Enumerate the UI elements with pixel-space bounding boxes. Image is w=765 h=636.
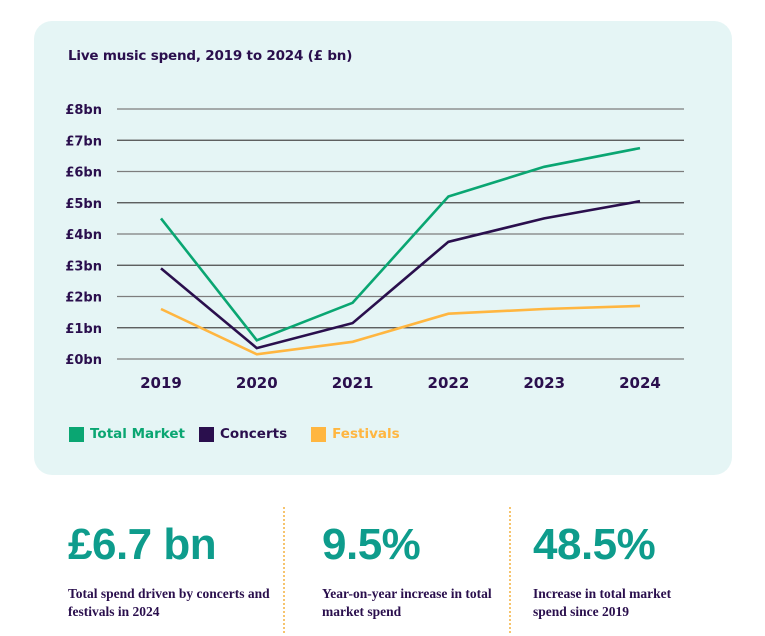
legend-swatch-festivals <box>311 426 327 442</box>
legend-label-total-market: Total Market <box>90 426 186 442</box>
y-tick-label: £2bn <box>65 291 102 306</box>
stat-divider <box>509 507 511 633</box>
chart-title: Live music spend, 2019 to 2024 (£ bn) <box>68 48 353 64</box>
x-tick-label: 2023 <box>523 374 565 392</box>
stat-value: 48.5% <box>533 520 656 569</box>
y-tick-label: £6bn <box>65 166 102 181</box>
stat-divider <box>283 507 285 633</box>
stat-description: Increase in total market spend since 201… <box>533 586 672 619</box>
stat-value: £6.7 bn <box>68 520 217 569</box>
stat-description: Year-on-year increase in total market sp… <box>322 586 492 619</box>
x-tick-label: 2022 <box>428 374 470 392</box>
legend-item-festivals: Festivals <box>311 426 400 442</box>
series-line-total-market <box>159 146 641 342</box>
legend-item-concerts: Concerts <box>199 426 287 442</box>
series-line-festivals <box>160 304 641 356</box>
legend-label-concerts: Concerts <box>220 426 288 442</box>
stat-value: 9.5% <box>322 520 421 569</box>
y-tick-label: £4bn <box>65 228 102 243</box>
key-stats: £6.7 bn Total spend driven by concerts a… <box>0 505 765 635</box>
line-chart: £8bn £7bn £6bn £5bn £4bn £3bn £2bn £1bn £0bn 201… <box>65 103 684 392</box>
stat-yoy-increase: 9.5% Year-on-year increase in total mark… <box>322 505 492 621</box>
legend-label-festivals: Festivals <box>332 426 400 442</box>
y-tick-label: £3bn <box>65 259 102 274</box>
y-tick-label: £8bn <box>65 103 102 118</box>
legend-swatch-concerts <box>199 426 215 442</box>
y-tick-label: £7bn <box>65 134 102 149</box>
legend-item-total-market: Total Market <box>69 426 185 442</box>
y-tick-label: £0bn <box>65 353 102 368</box>
gridlines <box>117 108 684 360</box>
chart-card <box>34 21 732 475</box>
x-tick-label: 2019 <box>140 374 182 392</box>
series-line-concerts <box>160 199 641 350</box>
y-tick-label: £5bn <box>65 197 102 212</box>
legend-swatch-total-market <box>69 426 84 442</box>
y-tick-label: £1bn <box>65 322 102 337</box>
x-tick-label: 2020 <box>236 374 278 392</box>
stat-total-spend: £6.7 bn Total spend driven by concerts a… <box>68 505 278 621</box>
legend: Total Market Concerts Festivals <box>69 426 414 442</box>
stat-increase-since-2019: 48.5% Increase in total market spend sin… <box>533 505 703 621</box>
y-axis-ticks: £8bn £7bn £6bn £5bn £4bn £3bn £2bn £1bn £0bn <box>65 103 102 368</box>
x-tick-label: 2021 <box>332 374 374 392</box>
x-tick-label: 2024 <box>619 374 661 392</box>
series-lines <box>159 146 641 356</box>
stat-description: Total spend driven by concerts and festi… <box>68 586 270 619</box>
x-axis-ticks: 2019 2020 2021 2022 2023 2024 <box>140 374 661 392</box>
